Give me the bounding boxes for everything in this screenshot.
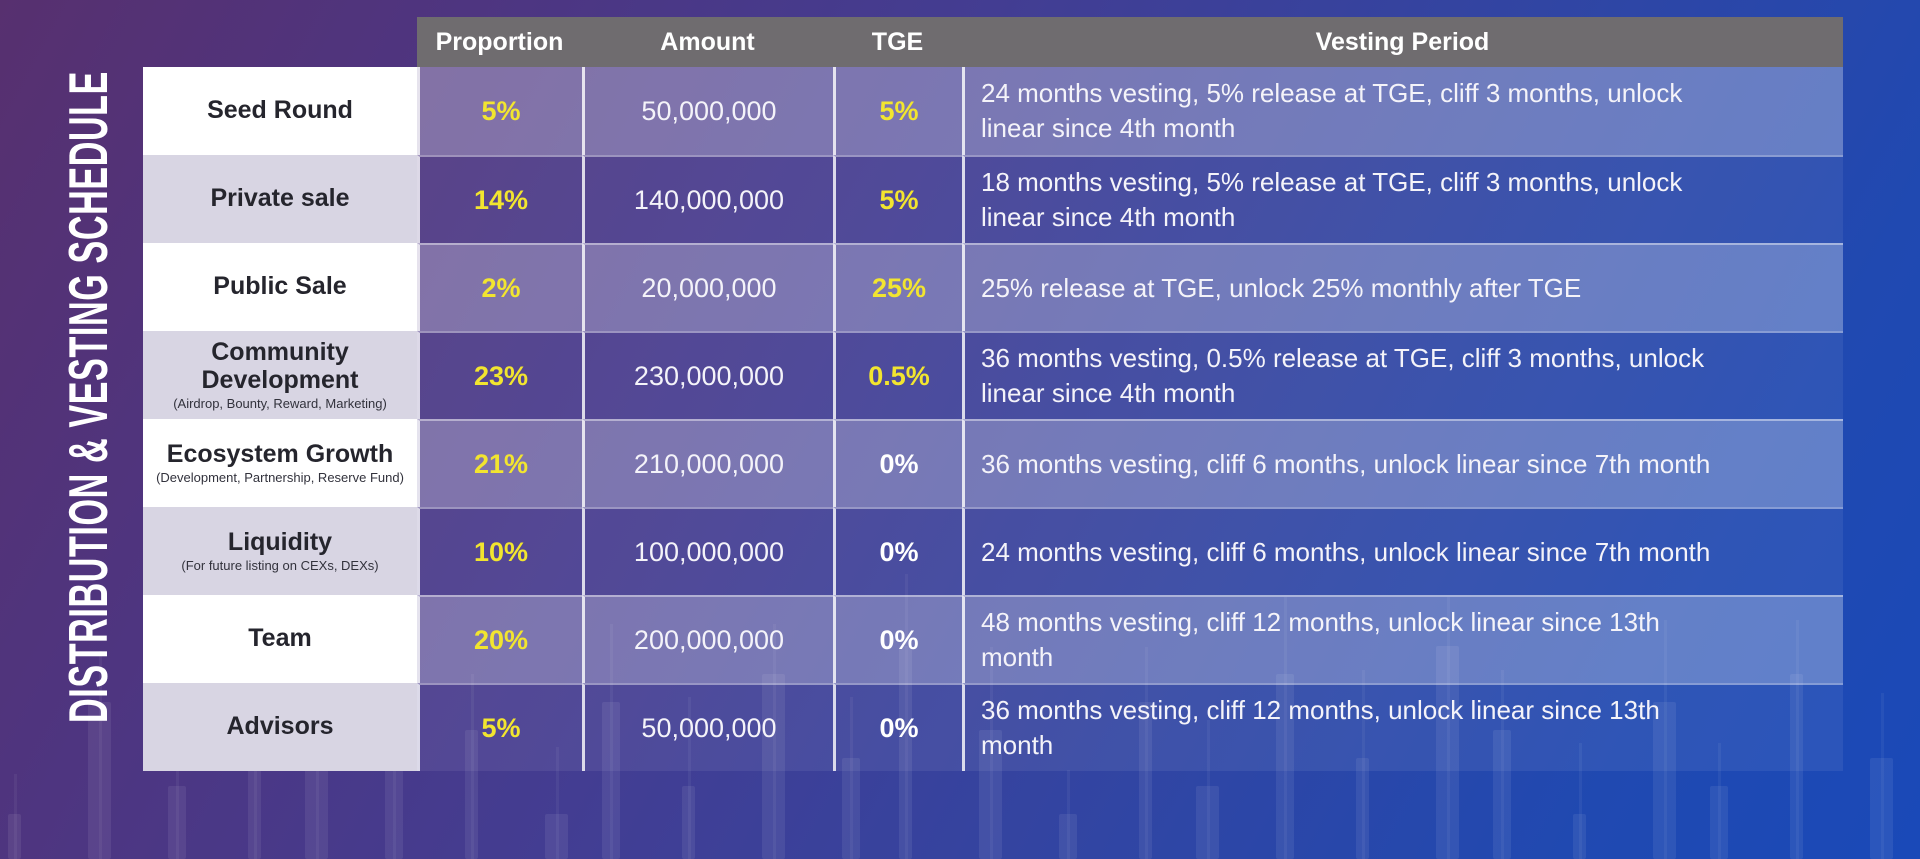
advisors-label: Advisors	[143, 683, 417, 771]
seed-round-amount: 50,000,000	[582, 67, 833, 155]
team-tge: 0%	[833, 595, 962, 683]
column-header-vesting-period: Vesting Period	[962, 17, 1843, 67]
private-sale-proportion: 14%	[417, 155, 582, 243]
public-sale-tge: 25%	[833, 243, 962, 331]
community-development-amount: 230,000,000	[582, 331, 833, 419]
team-vesting: 48 months vesting, cliff 12 months, unlo…	[962, 595, 1843, 683]
liquidity-vesting: 24 months vesting, cliff 6 months, unloc…	[962, 507, 1843, 595]
community-development-label-text: Community Development	[201, 338, 359, 395]
liquidity-label: Liquidity (For future listing on CEXs, D…	[143, 507, 417, 595]
community-development-sublabel: (Airdrop, Bounty, Reward, Marketing)	[173, 396, 387, 412]
team-label: Team	[143, 595, 417, 683]
seed-round-label-text: Seed Round	[207, 95, 353, 124]
seed-round-proportion: 5%	[417, 67, 582, 155]
seed-round-label: Seed Round	[143, 67, 417, 155]
ecosystem-growth-vesting: 36 months vesting, cliff 6 months, unloc…	[962, 419, 1843, 507]
liquidity-sublabel: (For future listing on CEXs, DEXs)	[181, 558, 379, 574]
ecosystem-growth-sublabel: (Development, Partnership, Reserve Fund)	[156, 470, 404, 486]
community-development-vesting: 36 months vesting, 0.5% release at TGE, …	[962, 331, 1843, 419]
public-sale-amount: 20,000,000	[582, 243, 833, 331]
private-sale-amount: 140,000,000	[582, 155, 833, 243]
public-sale-label-text: Public Sale	[213, 271, 347, 300]
advisors-amount: 50,000,000	[582, 683, 833, 771]
team-amount: 200,000,000	[582, 595, 833, 683]
column-header-proportion: Proportion	[417, 17, 582, 67]
private-sale-label: Private sale	[143, 155, 417, 243]
team-proportion: 20%	[417, 595, 582, 683]
ecosystem-growth-label-text: Ecosystem Growth	[166, 440, 394, 469]
private-sale-tge: 5%	[833, 155, 962, 243]
ecosystem-growth-amount: 210,000,000	[582, 419, 833, 507]
private-sale-label-text: Private sale	[210, 183, 350, 212]
advisors-tge: 0%	[833, 683, 962, 771]
community-development-proportion: 23%	[417, 331, 582, 419]
public-sale-proportion: 2%	[417, 243, 582, 331]
column-header-tge: TGE	[833, 17, 962, 67]
ecosystem-growth-label: Ecosystem Growth (Development, Partnersh…	[143, 419, 417, 507]
page-title: DISTRIBUTION & VESTING SCHEDULE	[57, 70, 119, 724]
ecosystem-growth-proportion: 21%	[417, 419, 582, 507]
liquidity-proportion: 10%	[417, 507, 582, 595]
column-header-amount: Amount	[582, 17, 833, 67]
liquidity-tge: 0%	[833, 507, 962, 595]
liquidity-label-text: Liquidity	[227, 528, 333, 557]
community-development-label: Community Development (Airdrop, Bounty, …	[143, 331, 417, 419]
seed-round-vesting: 24 months vesting, 5% release at TGE, cl…	[962, 67, 1843, 155]
advisors-proportion: 5%	[417, 683, 582, 771]
community-development-tge: 0.5%	[833, 331, 962, 419]
public-sale-label: Public Sale	[143, 243, 417, 331]
advisors-label-text: Advisors	[226, 711, 334, 740]
seed-round-tge: 5%	[833, 67, 962, 155]
header-spacer	[143, 17, 417, 67]
ecosystem-growth-tge: 0%	[833, 419, 962, 507]
public-sale-vesting: 25% release at TGE, unlock 25% monthly a…	[962, 243, 1843, 331]
liquidity-amount: 100,000,000	[582, 507, 833, 595]
team-label-text: Team	[248, 623, 312, 652]
vesting-table: Proportion Amount TGE Vesting Period See…	[143, 17, 1843, 771]
private-sale-vesting: 18 months vesting, 5% release at TGE, cl…	[962, 155, 1843, 243]
advisors-vesting: 36 months vesting, cliff 12 months, unlo…	[962, 683, 1843, 771]
